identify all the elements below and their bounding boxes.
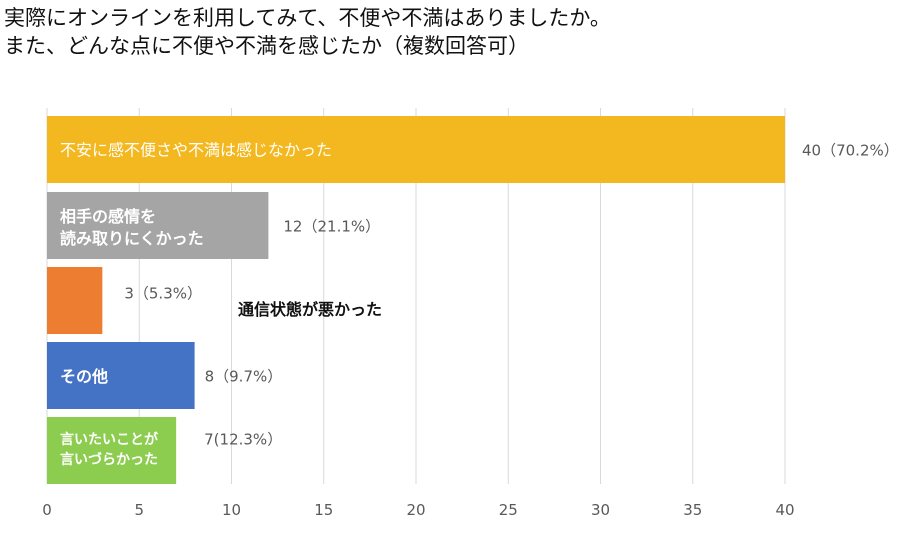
value-label-3: 3（5.3%）	[124, 285, 202, 303]
category-label-5-line-1: 言いたいことが	[60, 431, 159, 448]
value-label-4: 8（9.7%）	[205, 368, 283, 386]
value-label-1: 40（70.2%）	[802, 142, 899, 160]
bar-5	[47, 417, 176, 484]
x-tick-label-5: 5	[134, 501, 144, 519]
category-label-2-line-2: 読み取りにくかった	[60, 229, 204, 248]
category-label-2-line-1: 相手の感情を	[60, 207, 156, 226]
value-label-5: 7(12.3%）	[204, 431, 282, 449]
x-tick-label-30: 30	[591, 501, 610, 519]
value-label-2: 12（21.1%）	[283, 218, 380, 236]
x-tick-label-0: 0	[42, 501, 52, 519]
category-label-3: 通信状態が悪かった	[238, 300, 382, 319]
x-tick-label-10: 10	[222, 501, 241, 519]
category-label-4: その他	[60, 367, 108, 386]
bar-3	[47, 267, 102, 334]
x-tick-label-35: 35	[683, 501, 702, 519]
x-tick-label-20: 20	[406, 501, 425, 519]
x-tick-label-15: 15	[314, 501, 333, 519]
x-tick-label-40: 40	[775, 501, 794, 519]
category-label-5-line-2: 言いづらかった	[60, 451, 158, 468]
category-label-1: 不安に感不便さや不満は感じなかった	[60, 141, 332, 160]
x-tick-label-25: 25	[499, 501, 518, 519]
